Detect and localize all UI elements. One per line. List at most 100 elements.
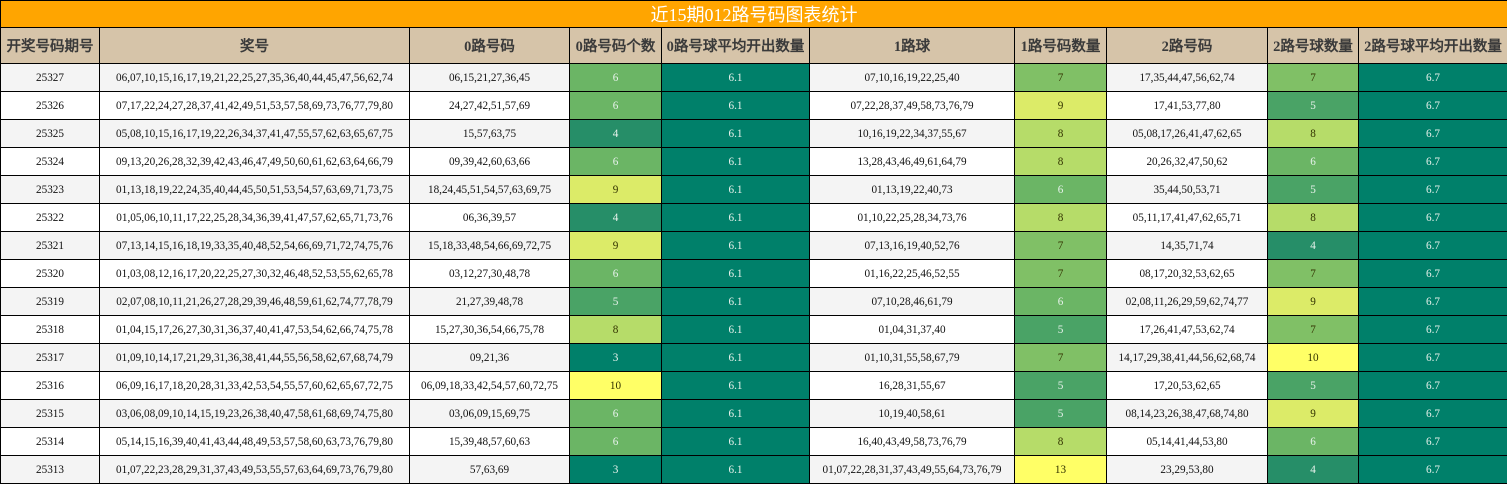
issue-cell: 25313: [0, 455, 100, 484]
header-route0: 0路号码: [409, 27, 570, 64]
route2-numbers-cell: 08,17,20,32,53,62,65: [1106, 259, 1268, 288]
route2-numbers-cell: 14,17,29,38,41,44,56,62,68,74: [1106, 343, 1268, 372]
route0-numbers-cell: 21,27,39,48,78: [409, 287, 570, 316]
route0-count-cell: 6: [569, 399, 662, 428]
route1-count-cell: 8: [1014, 427, 1107, 456]
route2-avg-cell: 6.7: [1357, 147, 1507, 176]
route0-avg-cell: 6.1: [661, 231, 810, 260]
issue-cell: 25316: [0, 371, 100, 400]
table-row: 25316 06,09,16,17,18,20,28,31,33,42,53,54…: [0, 371, 1507, 400]
numbers-cell: 01,04,15,17,26,27,30,31,36,37,40,41,47,5…: [99, 315, 410, 344]
route1-count-cell: 7: [1014, 63, 1107, 92]
route0-count-cell: 5: [569, 287, 662, 316]
route2-avg-cell: 6.7: [1357, 399, 1507, 428]
issue-cell: 25326: [0, 91, 100, 120]
route0-avg-cell: 6.1: [661, 287, 810, 316]
route0-avg-cell: 6.1: [661, 259, 810, 288]
route2-numbers-cell: 17,35,44,47,56,62,74: [1106, 63, 1268, 92]
issue-cell: 25317: [0, 343, 100, 372]
issue-cell: 25322: [0, 203, 100, 232]
numbers-cell: 01,07,22,23,28,29,31,37,43,49,53,55,57,6…: [99, 455, 410, 484]
table-row: 25325 05,08,10,15,16,17,19,22,26,34,37,41…: [0, 119, 1507, 148]
route1-count-cell: 5: [1014, 315, 1107, 344]
route1-numbers-cell: 01,04,31,37,40: [809, 315, 1015, 344]
route0-count-cell: 4: [569, 203, 662, 232]
route0-numbers-cell: 15,27,30,36,54,66,75,78: [409, 315, 570, 344]
route2-avg-cell: 6.7: [1357, 91, 1507, 120]
numbers-cell: 06,09,16,17,18,20,28,31,33,42,53,54,55,5…: [99, 371, 410, 400]
route0-avg-cell: 6.1: [661, 175, 810, 204]
route1-numbers-cell: 10,19,40,58,61: [809, 399, 1015, 428]
route2-count-cell: 7: [1267, 63, 1359, 92]
route1-count-cell: 5: [1014, 371, 1107, 400]
route0-numbers-cell: 06,15,21,27,36,45: [409, 63, 570, 92]
route1-count-cell: 8: [1014, 147, 1107, 176]
route0-numbers-cell: 09,21,36: [409, 343, 570, 372]
route1-numbers-cell: 10,16,19,22,34,37,55,67: [809, 119, 1015, 148]
route0-numbers-cell: 09,39,42,60,63,66: [409, 147, 570, 176]
table-row: 25324 09,13,20,26,28,32,39,42,43,46,47,49…: [0, 147, 1507, 176]
route0-avg-cell: 6.1: [661, 315, 810, 344]
header-route0-avg: 0路号球平均开出数量: [661, 27, 810, 64]
route1-numbers-cell: 01,10,22,25,28,34,73,76: [809, 203, 1015, 232]
route1-count-cell: 8: [1014, 203, 1107, 232]
route1-count-cell: 6: [1014, 287, 1107, 316]
numbers-cell: 07,13,14,15,16,18,19,33,35,40,48,52,54,6…: [99, 231, 410, 260]
issue-cell: 25318: [0, 315, 100, 344]
route2-avg-cell: 6.7: [1357, 287, 1507, 316]
issue-cell: 25321: [0, 231, 100, 260]
route2-avg-cell: 6.7: [1357, 63, 1507, 92]
route2-numbers-cell: 17,41,53,77,80: [1106, 91, 1268, 120]
numbers-cell: 06,07,10,15,16,17,19,21,22,25,27,35,36,4…: [99, 63, 410, 92]
route2-count-cell: 7: [1267, 315, 1359, 344]
route1-numbers-cell: 16,28,31,55,67: [809, 371, 1015, 400]
route0-avg-cell: 6.1: [661, 91, 810, 120]
header-route2: 2路号码: [1106, 27, 1268, 64]
route1-numbers-cell: 01,07,22,28,31,37,43,49,55,64,73,76,79: [809, 455, 1015, 484]
table-row: 25321 07,13,14,15,16,18,19,33,35,40,48,52…: [0, 231, 1507, 260]
numbers-cell: 09,13,20,26,28,32,39,42,43,46,47,49,50,6…: [99, 147, 410, 176]
route0-avg-cell: 6.1: [661, 343, 810, 372]
route2-avg-cell: 6.7: [1357, 259, 1507, 288]
route0-count-cell: 9: [569, 175, 662, 204]
route1-count-cell: 7: [1014, 231, 1107, 260]
table-row: 25322 01,05,06,10,11,17,22,25,28,34,36,39…: [0, 203, 1507, 232]
route2-count-cell: 10: [1267, 343, 1359, 372]
route1-numbers-cell: 16,40,43,49,58,73,76,79: [809, 427, 1015, 456]
route2-numbers-cell: 23,29,53,80: [1106, 455, 1268, 484]
issue-cell: 25320: [0, 259, 100, 288]
numbers-cell: 01,13,18,19,22,24,35,40,44,45,50,51,53,5…: [99, 175, 410, 204]
table-row: 25323 01,13,18,19,22,24,35,40,44,45,50,51…: [0, 175, 1507, 204]
route0-numbers-cell: 18,24,45,51,54,57,63,69,75: [409, 175, 570, 204]
header-issue: 开奖号码期号: [0, 27, 100, 64]
route2-numbers-cell: 05,11,17,41,47,62,65,71: [1106, 203, 1268, 232]
route2-numbers-cell: 05,08,17,26,41,47,62,65: [1106, 119, 1268, 148]
route2-avg-cell: 6.7: [1357, 175, 1507, 204]
table-row: 25320 01,03,08,12,16,17,20,22,25,27,30,32…: [0, 259, 1507, 288]
numbers-cell: 01,09,10,14,17,21,29,31,36,38,41,44,55,5…: [99, 343, 410, 372]
route2-numbers-cell: 05,14,41,44,53,80: [1106, 427, 1268, 456]
route0-numbers-cell: 03,06,09,15,69,75: [409, 399, 570, 428]
route1-numbers-cell: 07,10,28,46,61,79: [809, 287, 1015, 316]
route1-numbers-cell: 07,13,16,19,40,52,76: [809, 231, 1015, 260]
route0-avg-cell: 6.1: [661, 203, 810, 232]
route0-numbers-cell: 06,09,18,33,42,54,57,60,72,75: [409, 371, 570, 400]
route2-avg-cell: 6.7: [1357, 371, 1507, 400]
route2-count-cell: 8: [1267, 119, 1359, 148]
route1-count-cell: 8: [1014, 119, 1107, 148]
table-row: 25313 01,07,22,23,28,29,31,37,43,49,53,55…: [0, 455, 1507, 484]
issue-cell: 25324: [0, 147, 100, 176]
route0-count-cell: 3: [569, 455, 662, 484]
route2-avg-cell: 6.7: [1357, 343, 1507, 372]
issue-cell: 25323: [0, 175, 100, 204]
route0-numbers-cell: 15,39,48,57,60,63: [409, 427, 570, 456]
route2-numbers-cell: 17,26,41,47,53,62,74: [1106, 315, 1268, 344]
route1-count-cell: 9: [1014, 91, 1107, 120]
issue-cell: 25314: [0, 427, 100, 456]
route2-count-cell: 5: [1267, 175, 1359, 204]
route2-avg-cell: 6.7: [1357, 203, 1507, 232]
header-route2-count: 2路号球数量: [1267, 27, 1359, 64]
route0-avg-cell: 6.1: [661, 371, 810, 400]
route1-numbers-cell: 07,22,28,37,49,58,73,76,79: [809, 91, 1015, 120]
